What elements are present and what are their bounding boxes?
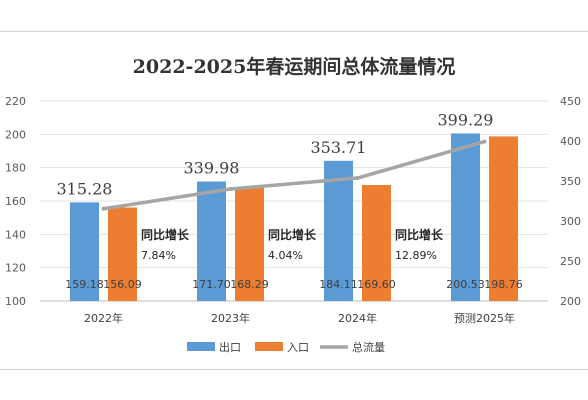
bar-入口-1	[235, 187, 264, 301]
y-tick-left: 220	[5, 95, 26, 108]
y-tick-left: 120	[5, 262, 26, 275]
bar-出口-2	[324, 160, 353, 301]
bar-入口-2	[362, 185, 391, 301]
growth-value: 4.04%	[268, 249, 303, 262]
y-tick-right: 450	[560, 95, 581, 108]
bottom-border	[0, 369, 588, 370]
bar-入口-3	[489, 136, 518, 301]
total-flow-point-1	[228, 187, 233, 192]
y-tick-right: 200	[560, 295, 581, 308]
total-value-label: 339.98	[184, 159, 240, 178]
x-category-label: 2022年	[84, 311, 123, 325]
bar-value-label: 200.53	[446, 278, 485, 291]
growth-value: 12.89%	[395, 249, 437, 262]
total-value-label: 315.28	[57, 179, 113, 198]
bar-入口-0	[108, 207, 137, 301]
y-tick-left: 200	[5, 128, 26, 141]
bar-出口-0	[70, 202, 99, 301]
x-category-label: 2023年	[211, 311, 250, 325]
bar-value-label: 156.09	[103, 278, 142, 291]
y-tick-left: 140	[5, 228, 26, 241]
top-border	[0, 31, 588, 32]
y-tick-left: 180	[5, 162, 26, 175]
growth-label: 同比增长	[141, 227, 190, 242]
total-flow-point-0	[101, 206, 106, 211]
bar-value-label: 171.70	[192, 278, 231, 291]
total-value-label: 399.29	[438, 110, 494, 129]
legend-swatch-entry	[255, 342, 283, 351]
growth-value: 7.84%	[141, 249, 176, 262]
bar-value-label: 184.11	[319, 278, 358, 291]
y-tick-left: 160	[5, 195, 26, 208]
bar-value-label: 169.60	[357, 278, 396, 291]
y-tick-left: 100	[5, 295, 26, 308]
x-category-label: 2024年	[338, 311, 377, 325]
bar-出口-1	[197, 181, 226, 301]
y-tick-right: 300	[560, 215, 581, 228]
chart-title: 2022-2025年春运期间总体流量情况	[132, 56, 456, 78]
legend-swatch-exit	[187, 342, 215, 351]
growth-label: 同比增长	[268, 227, 317, 242]
y-tick-right: 350	[560, 175, 581, 188]
bar-value-label: 159.18	[65, 278, 104, 291]
x-category-label: 预测2025年	[454, 311, 515, 325]
bar-出口-3	[451, 133, 480, 301]
growth-label: 同比增长	[395, 227, 444, 242]
legend-label-total: 总流量	[352, 340, 385, 354]
total-flow-point-2	[355, 176, 360, 181]
y-tick-right: 250	[560, 255, 581, 268]
total-value-label: 353.71	[311, 138, 367, 157]
bar-value-label: 198.76	[484, 278, 523, 291]
total-flow-point-3	[482, 139, 487, 144]
bar-value-label: 168.29	[230, 278, 269, 291]
y-tick-right: 400	[560, 135, 581, 148]
total-flow-line	[103, 139, 485, 211]
legend-label-exit: 出口	[219, 340, 241, 354]
legend-label-entry: 入口	[287, 341, 309, 354]
